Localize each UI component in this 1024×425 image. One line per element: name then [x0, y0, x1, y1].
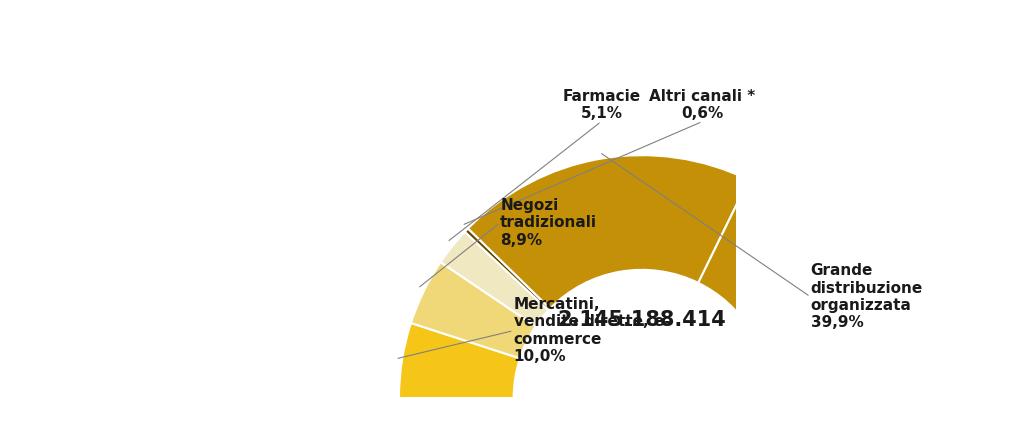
Wedge shape — [440, 232, 549, 326]
Wedge shape — [411, 262, 536, 358]
Text: Farmacie
5,1%: Farmacie 5,1% — [562, 89, 640, 122]
Text: 2.145.188.414: 2.145.188.414 — [557, 310, 726, 330]
Wedge shape — [468, 155, 749, 309]
Text: Grande
distribuzione
organizzata
39,9%: Grande distribuzione organizzata 39,9% — [811, 263, 923, 330]
Text: Altri canali *
0,6%: Altri canali * 0,6% — [649, 89, 756, 122]
Wedge shape — [399, 323, 520, 398]
Text: Negozi
tradizionali
8,9%: Negozi tradizionali 8,9% — [500, 198, 597, 247]
Wedge shape — [698, 180, 885, 398]
Text: Mercatini,
vendite dirette, e-
commerce
10,0%: Mercatini, vendite dirette, e- commerce … — [514, 297, 671, 364]
Wedge shape — [465, 229, 550, 310]
